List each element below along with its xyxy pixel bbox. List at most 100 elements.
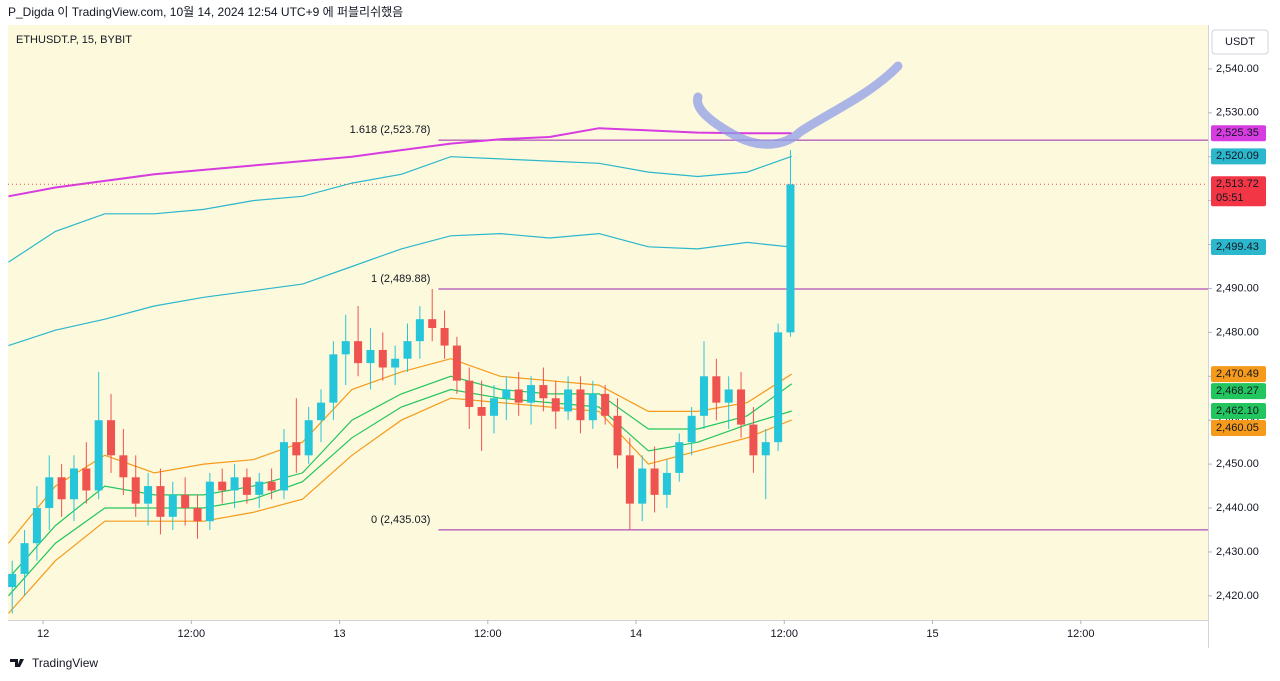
price-tag-box <box>1211 366 1266 383</box>
candle-body <box>477 407 486 416</box>
x-tick-label: 15 <box>926 628 938 640</box>
candle-body <box>144 486 153 504</box>
candle-body <box>193 508 202 522</box>
y-tick-label: 2,540.00 <box>1216 63 1259 75</box>
candle-body <box>230 477 239 491</box>
candle-body <box>32 508 41 544</box>
candle-body <box>588 393 597 421</box>
price-tag: 2,525.35 <box>1211 125 1266 142</box>
price-tag-label: 2,513.72 <box>1216 178 1259 190</box>
y-tick-label: 2,420.00 <box>1216 590 1259 602</box>
candle-body <box>613 415 622 456</box>
candle-body <box>551 398 560 412</box>
indicator-line <box>8 388 792 597</box>
candle-body <box>428 319 437 328</box>
candle-body <box>20 543 29 574</box>
price-tag-label: 2,462.10 <box>1216 405 1259 417</box>
candle-body <box>712 376 721 403</box>
candle-body <box>415 319 424 342</box>
y-tick-label: 2,450.00 <box>1216 458 1259 470</box>
indicator-line <box>8 127 792 198</box>
candle-body <box>242 477 251 495</box>
candle-body <box>687 415 696 443</box>
price-tag-label: 2,520.09 <box>1216 150 1259 162</box>
indicator-line <box>8 358 793 544</box>
x-tick-label: 12:00 <box>1067 628 1095 640</box>
candle-body <box>205 481 214 522</box>
price-tag: 2,460.05 <box>1211 419 1266 436</box>
candle-body <box>737 389 746 425</box>
indicator-line <box>8 232 792 347</box>
x-tick-label: 12:00 <box>771 628 799 640</box>
plot: 1.618 (2,523.78) 1 (2,489.88) 0 (2,435.03) <box>8 124 1208 614</box>
candle-body <box>366 349 375 364</box>
candle-body <box>279 442 288 491</box>
candle-body <box>8 573 17 588</box>
candle-body <box>440 327 449 346</box>
candle-body <box>625 455 634 504</box>
candle-body <box>82 468 91 491</box>
y-tick-label: 2,490.00 <box>1216 282 1259 294</box>
candle-body <box>329 354 338 403</box>
candle-body <box>539 385 548 399</box>
candle-body <box>341 341 350 355</box>
footer-logo: TradingView <box>10 656 98 670</box>
price-tag-label: 2,525.35 <box>1216 127 1259 139</box>
candle-body <box>675 442 684 473</box>
price-tag-box <box>1211 125 1266 142</box>
price-tag: 2,470.49 <box>1211 366 1266 383</box>
unit-box <box>1211 29 1269 55</box>
candle-body <box>131 477 140 504</box>
candle-body <box>94 420 103 491</box>
fib-level-label: 1.618 (2,523.78) <box>350 124 431 136</box>
fib-level-label: 0 (2,435.03) <box>371 514 430 526</box>
price-tag-box <box>1211 383 1266 400</box>
candle-body <box>699 376 708 416</box>
x-tick-label: 13 <box>333 628 345 640</box>
fib-level-label: 1 (2,489.88) <box>371 273 430 285</box>
candle-body <box>662 472 671 495</box>
candle-body <box>317 402 326 421</box>
candle-body <box>45 477 54 509</box>
candle-body <box>391 358 400 368</box>
candle-body <box>354 341 363 364</box>
candle-body <box>514 389 523 403</box>
candle-body <box>774 332 783 443</box>
price-tag: 2,499.43 <box>1211 239 1266 256</box>
candle-body <box>724 389 733 403</box>
hand-drawn-stroke <box>693 61 903 149</box>
candle-body <box>218 481 227 491</box>
y-tick-label: 2,530.00 <box>1216 107 1259 119</box>
candle-body <box>576 389 585 421</box>
price-tag: 2,462.10 <box>1211 402 1266 419</box>
y-tick-label: 2,480.00 <box>1216 326 1259 338</box>
candle-body <box>57 477 66 500</box>
price-tag: 2,513.72 05:51 <box>1211 176 1266 207</box>
price-tag-box <box>1211 402 1266 419</box>
candle-body <box>489 398 498 416</box>
indicator-line <box>8 397 792 614</box>
candle-body <box>650 468 659 495</box>
price-tag-label: 2,460.05 <box>1216 422 1259 434</box>
x-tick-label: 12:00 <box>474 628 502 640</box>
candle-body <box>181 494 190 509</box>
candle-body <box>761 442 770 456</box>
x-tick-label: 14 <box>630 628 642 640</box>
candle-body <box>267 481 276 491</box>
price-tag: 2,468.27 <box>1211 383 1266 400</box>
symbol-title: ETHUSDT.P, 15, BYBIT <box>16 34 132 46</box>
candle-body <box>786 184 795 333</box>
candle-body <box>292 442 301 456</box>
candle-body <box>601 393 610 416</box>
price-tag: 2,520.09 <box>1211 148 1266 165</box>
price-tag-box <box>1211 176 1266 207</box>
candle-body <box>452 345 461 381</box>
candle-body <box>638 468 647 504</box>
candle-body <box>168 494 177 517</box>
candle-body <box>465 380 474 408</box>
candle-body <box>119 455 128 478</box>
publisher-caption: P_Digda 이 TradingView.com, 10월 14, 2024 … <box>8 5 403 19</box>
logo-mark <box>10 659 24 667</box>
